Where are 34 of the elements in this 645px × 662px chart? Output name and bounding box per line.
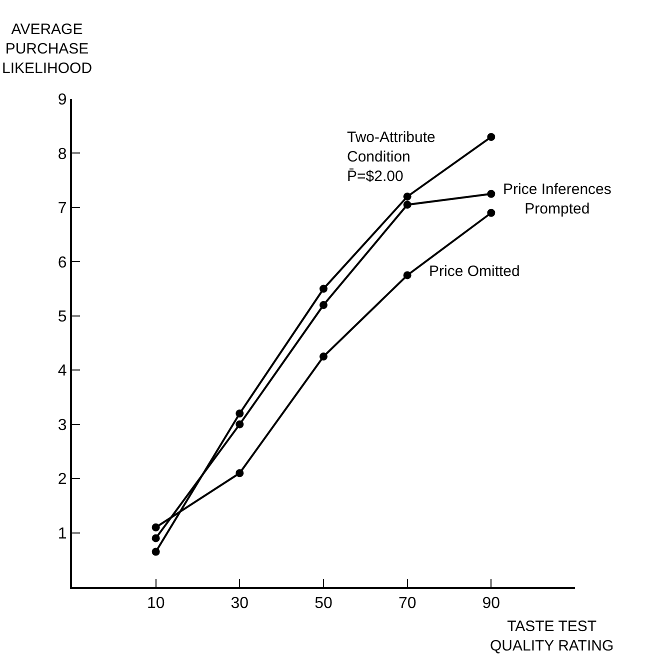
y-tick-label: 6 [58,254,67,272]
point [403,200,412,209]
point [152,523,160,532]
x-tick-label: 30 [230,595,249,612]
x-tick-label: 70 [398,595,416,612]
point [487,208,496,217]
point [236,469,244,478]
x-tick-label: 50 [314,595,332,612]
y-axis-title: AVERAGE PURCHASE LIKELIHOOD [2,21,92,77]
x-axis-title: TASTE TEST QUALITY RATING [490,618,614,654]
series-label: Price Inferences Prompted [503,181,612,218]
y-tick-label: 4 [58,362,67,380]
x-tick-label: 90 [482,595,500,612]
y-tick-label: 5 [58,308,67,326]
y-tick-label: 7 [58,200,67,218]
x-tick-label: 10 [146,595,165,612]
y-tick-label: 1 [58,525,67,542]
y-tick-label: 2 [58,471,67,488]
point [152,548,160,556]
point [487,132,496,141]
point [487,190,496,198]
series-label: Price Omitted [429,263,520,280]
y-tick-label: 9 [58,92,67,109]
point [152,534,160,542]
point [403,271,412,280]
point [320,284,328,293]
series-label: Two-Attribute Condition P̄=$2.00 [347,129,436,185]
point [236,420,244,428]
point [320,301,328,310]
point [320,352,328,361]
point [403,192,412,201]
y-tick-label: 8 [58,146,67,163]
y-tick-label: 3 [58,416,67,434]
point [236,409,244,418]
